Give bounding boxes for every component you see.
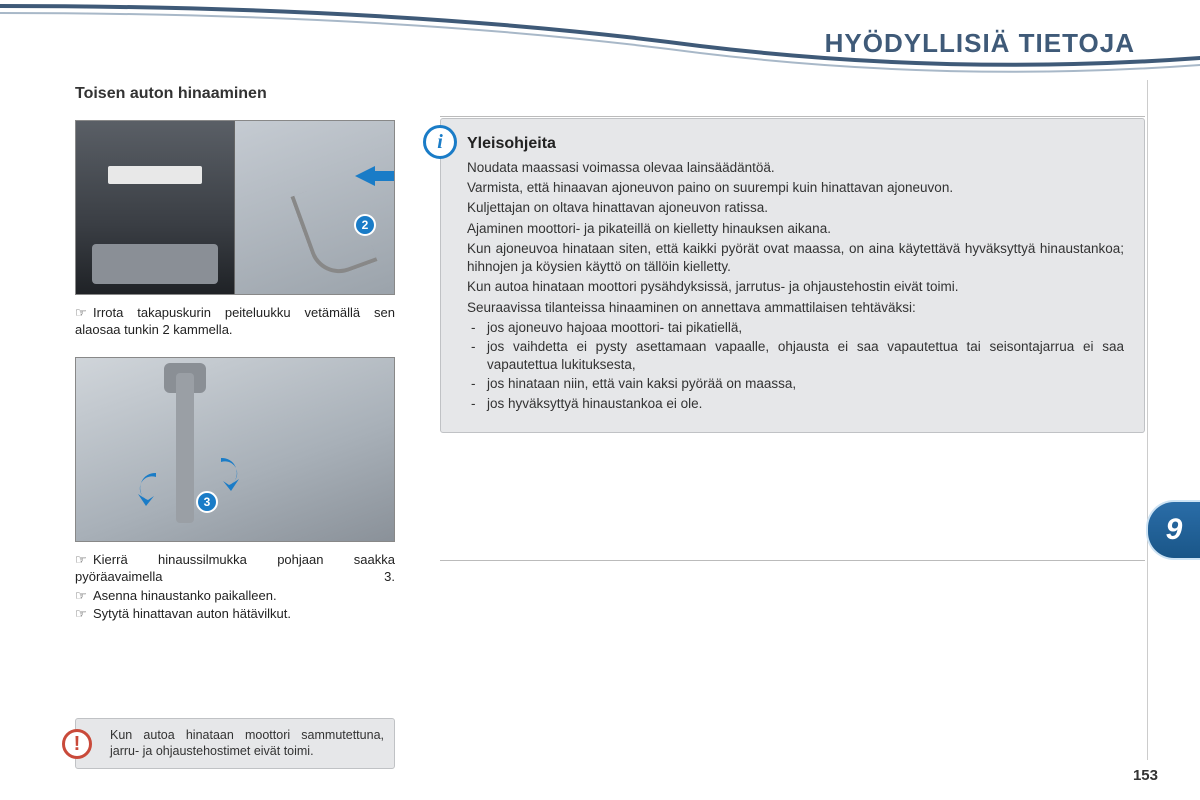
figure-rear-bumper-cover: 2 (75, 120, 395, 295)
left-column: 2 ☞Irrota takapuskurin peiteluukku ve­tä… (75, 120, 395, 623)
info-bottom-rule (440, 560, 1145, 561)
info-para: Ajaminen moottori- ja pikateillä on kiel… (467, 220, 1124, 238)
step-4-text: ☞Sytytä hinattavan auton hätävilkut. (75, 606, 395, 623)
info-box: i Yleisohjeita Noudata maassasi voimassa… (440, 118, 1145, 433)
section-title: HYÖDYLLISIÄ TIETOJA (825, 28, 1135, 59)
info-list-item: -jos hinataan niin, että vain kaksi pyör… (467, 375, 1124, 393)
warning-box: ! Kun autoa hinataan moottori sammutettu… (75, 718, 395, 769)
arrow-left-icon (355, 166, 375, 186)
curved-arrow-right-icon (201, 453, 241, 493)
info-para: Seuraavissa tilanteissa hinaaminen on an… (467, 299, 1124, 317)
info-top-rule (440, 116, 1145, 117)
callout-3: 3 (196, 491, 218, 513)
pointer-icon: ☞ (75, 305, 93, 322)
page-number: 153 (1133, 767, 1158, 784)
info-para: Kun autoa hinataan moottori pysähdyksiss… (467, 278, 1124, 296)
info-icon: i (423, 125, 457, 159)
curved-arrow-left-icon (136, 468, 176, 508)
info-para: Noudata maassasi voimassa olevaa lainsää… (467, 159, 1124, 177)
info-para: Kuljettajan on oltava hinattavan ajoneuv… (467, 199, 1124, 217)
warning-text: Kun autoa hinataan moottori sammutettuna… (110, 728, 384, 758)
info-list: -jos ajoneuvo hajoaa moottori- tai pikat… (467, 319, 1124, 413)
callout-2: 2 (354, 214, 376, 236)
info-list-item: -jos hyväksyttyä hinaustankoa ei ole. (467, 395, 1124, 413)
info-title: Yleisohjeita (467, 135, 1124, 153)
step-3-text: ☞Asenna hinaustanko paikalleen. (75, 588, 395, 605)
info-list-item: -jos ajoneuvo hajoaa moottori- tai pikat… (467, 319, 1124, 337)
pointer-icon: ☞ (75, 606, 93, 623)
info-para: Kun ajoneuvoa hinataan siten, että kaikk… (467, 240, 1124, 276)
right-margin-rule (1147, 80, 1148, 760)
pointer-icon: ☞ (75, 552, 93, 569)
page-subtitle: Toisen auton hinaaminen (75, 85, 267, 103)
chapter-tab: 9 (1146, 500, 1200, 560)
info-body: Noudata maassasi voimassa olevaa lainsää… (467, 159, 1124, 413)
step-2-text: ☞Kierrä hinaussilmukka pohjaan saakka py… (75, 552, 395, 586)
figure-towing-eye-install: 3 (75, 357, 395, 542)
pointer-icon: ☞ (75, 588, 93, 605)
warning-icon: ! (62, 729, 92, 759)
info-para: Varmista, että hinaavan ajoneuvon paino … (467, 179, 1124, 197)
step-1-text: ☞Irrota takapuskurin peiteluukku ve­tämä… (75, 305, 395, 339)
info-list-item: -jos vaihdetta ei pysty asettamaan vapaa… (467, 338, 1124, 374)
